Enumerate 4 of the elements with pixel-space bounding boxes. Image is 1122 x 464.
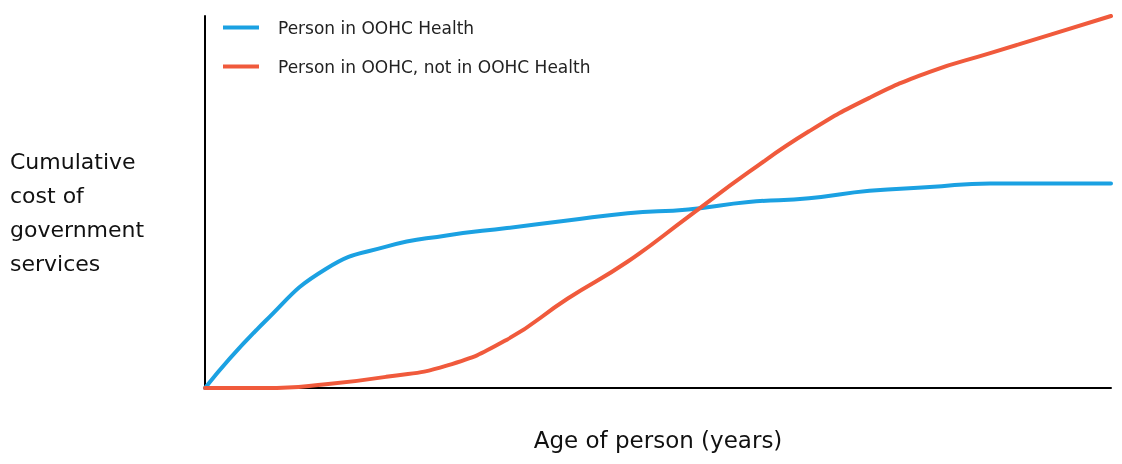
legend-label: Person in OOHC Health	[278, 17, 475, 38]
legend-label: Person in OOHC, not in OOHC Health	[278, 56, 591, 77]
y-axis-title: Cumulative cost of government services	[10, 148, 152, 276]
x-axis-title: Age of person (years)	[533, 426, 783, 453]
